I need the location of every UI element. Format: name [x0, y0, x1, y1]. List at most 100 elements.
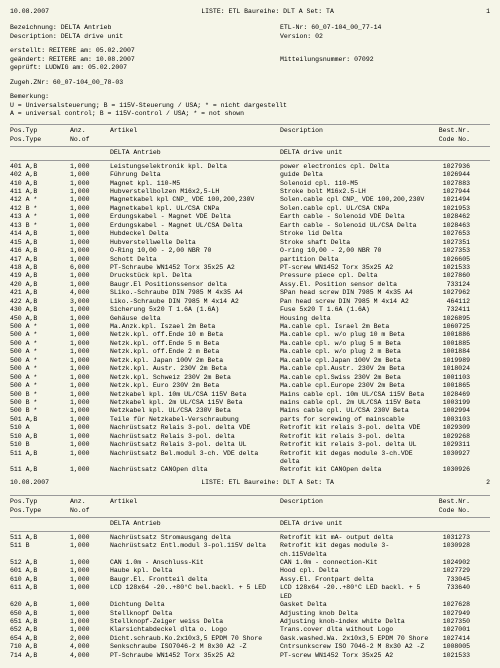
cell: 512 A,B	[10, 559, 70, 567]
cell: Pan head screw DIN 7985 M 4x14 A2	[280, 298, 430, 306]
cell: Magnet kpl. 110-M5	[110, 180, 280, 188]
cell: 1,000	[70, 399, 110, 407]
th-pos2: Pos.Type	[10, 136, 70, 144]
cell: 422 A,B	[10, 298, 70, 306]
cell: 1027353	[430, 247, 470, 255]
cell: 1018024	[430, 365, 470, 373]
cell: 1024902	[430, 559, 470, 567]
cell: 1,000	[70, 340, 110, 348]
cell: 1,000	[70, 382, 110, 390]
cell: 1,000	[70, 331, 110, 339]
er2r: Mitteilungsnummer: 07092	[280, 56, 374, 64]
cell: 1003103	[430, 416, 470, 424]
cell: 1,000	[70, 163, 110, 171]
cell: Netzk.kpl. Japan 100V 2m Beta	[110, 357, 280, 365]
cell: partition Delta	[280, 256, 430, 264]
cell: 1021953	[430, 205, 470, 213]
cell: Netzkabel kpl. 2m UL/CSA 115V Beta	[110, 399, 280, 407]
th-desc: Description	[280, 498, 430, 506]
cell: 1,000	[70, 365, 110, 373]
cell: Retrofit kit relais 3-pol. delta	[280, 433, 430, 441]
cell: Erdungskabel - Magnet VDE Delta	[110, 213, 280, 221]
cell: 1,000	[70, 272, 110, 280]
cell: Schott Delta	[110, 256, 280, 264]
cell: 1026944	[430, 171, 470, 179]
cell: 411 A,B	[10, 188, 70, 196]
table-row: 413 A *1,000Erdungskabel - Magnet VDE De…	[10, 213, 490, 221]
cell: Ma.Anzk.kpl. Iszael 2m Beta	[110, 323, 280, 331]
table-row: 710 A,B4,000Senkschraube ISO7046-2 M 8x3…	[10, 643, 490, 651]
cell: Gask.washed.Wa. 2x10x3,5 EPDM 70 Shore	[280, 635, 430, 643]
bem: Bemerkung:	[10, 93, 490, 101]
cell: 1001885	[430, 340, 470, 348]
grp-de: DELTA Antrieb	[110, 520, 280, 528]
table-row: 500 A *1,000Netzk.kpl. Austr. 230V 2m Be…	[10, 365, 490, 373]
table-row: 500 A *1,000Netzk.kpl. Japan 100V 2m Bet…	[10, 357, 490, 365]
cell: Retrofit kit degas module 3-ch.VDE delta	[280, 450, 430, 467]
cell: 511 A,B	[10, 466, 70, 474]
cell: 500 A *	[10, 323, 70, 331]
ftr-page: 2	[486, 479, 490, 487]
cell: 1,000	[70, 230, 110, 238]
cell: Nachrüstsatz Bel.modul 3-ch. VDE delta	[110, 450, 280, 467]
cell: O-Ring 10,00 - 2,00 NBR 70	[110, 247, 280, 255]
cell: Netzk.kpl. off.Ende 2 m Beta	[110, 348, 280, 356]
cell: 511 A,B	[10, 534, 70, 542]
cell: 1001103	[430, 374, 470, 382]
cell: Adjusting knob-index white Delta	[280, 618, 430, 626]
cell: 2,000	[70, 635, 110, 643]
cell: 500 B *	[10, 407, 70, 415]
cell: 1,000	[70, 374, 110, 382]
hdr-date: 10.08.2007	[10, 8, 49, 16]
cell: 1027350	[430, 618, 470, 626]
cell: Retrofit kit mA- output delta	[280, 534, 430, 542]
table-row: 413 B *1,000Erdungskabel - Magnet UL/CSA…	[10, 222, 490, 230]
table-row: 412 B *1,000Magnetkabel kpl. UL/CSA CNPa…	[10, 205, 490, 213]
cell: 611 A,B	[10, 584, 70, 601]
cell: Netzk.kpl. Schweiz 230V 2m Beta	[110, 374, 280, 382]
th-no: No.of	[70, 136, 110, 144]
cell: Erdungskabel - Magnet UL/CSA Delta	[110, 222, 280, 230]
cell: 418 A,B	[10, 264, 70, 272]
table-row: 412 A *1,000Magnetkabel kpl CNP_ VDE 100…	[10, 196, 490, 204]
cell: 413 B *	[10, 222, 70, 230]
table-row: 500 A *1,000Netzk.kpl. off.Ende 2 m Beta…	[10, 348, 490, 356]
cell: 450 A,B	[10, 315, 70, 323]
cell: SPan head screw DIN 7985 M 4x35 A4	[280, 289, 430, 297]
cell: 1,000	[70, 247, 110, 255]
table-row: 510 A,B1,000Nachrüstsatz Relais 3-pol. d…	[10, 433, 490, 441]
cell: 500 A *	[10, 331, 70, 339]
cell: 733640	[430, 584, 470, 601]
table-row: 410 A,B1,000Magnet kpl. 110-M5Solenoid c…	[10, 180, 490, 188]
cell: Hubverstellbolzen M16x2,5-LH	[110, 188, 280, 196]
table-row: 511 B1,000Nachrüstsatz Entl.modul 3-pol.…	[10, 542, 490, 559]
cell: Cntrsunkscrew ISO 7046-2 M 8x30 A2 -Z	[280, 643, 430, 651]
th-art: Artikel	[110, 498, 280, 506]
cell: 1028462	[430, 213, 470, 221]
cell: 1002994	[430, 407, 470, 415]
cell: 1,000	[70, 450, 110, 467]
cell: 412 B *	[10, 205, 70, 213]
table-row: 511 A,B1,000Nachrüstsatz CANOpen dltaRet…	[10, 466, 490, 474]
cell: Ma.cable cpl.Europe 230V 2m Beta	[280, 382, 430, 390]
cell: 733045	[430, 576, 470, 584]
cell: 1,000	[70, 416, 110, 424]
table-row: 511 A,B1,000Nachrüstsatz Bel.modul 3-ch.…	[10, 450, 490, 467]
table-row: 415 A,B1,000Hubverstellwelle DeltaStroke…	[10, 239, 490, 247]
cell: 464112	[430, 298, 470, 306]
table-row: 500 B *1,000Netzkabel kpl. UL/CSA 230V B…	[10, 407, 490, 415]
cell: Liko.-Schraube DIN 7985 M 4x14 A2	[110, 298, 280, 306]
cell: Leistungselektronik kpl. Delta	[110, 163, 280, 171]
cell: Solen.cable cpl CNP_ VDE 100,200,230V	[280, 196, 430, 204]
cell: 1021494	[430, 196, 470, 204]
cell: 1,000	[70, 222, 110, 230]
table-row: 654 A,B2,000Dicht.schraub.Ko.2x10x3,5 EP…	[10, 635, 490, 643]
cell: Mains cable cpl. UL/CSA 230V Beta	[280, 407, 430, 415]
cell: 1,000	[70, 559, 110, 567]
cell: 1031273	[430, 534, 470, 542]
cell: 500 A *	[10, 382, 70, 390]
cell: 417 A,B	[10, 256, 70, 264]
cell: 1,000	[70, 315, 110, 323]
cell: LCD 128x64 -20..+80°C bel.backl. + 5 LED	[110, 584, 280, 601]
cell: 500 B *	[10, 399, 70, 407]
